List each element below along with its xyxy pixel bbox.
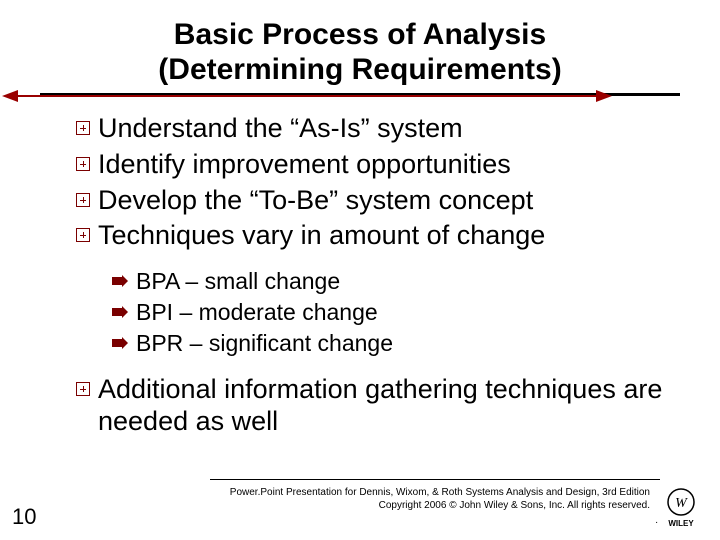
- footer-credits: Power.Point Presentation for Dennis, Wix…: [210, 487, 650, 512]
- arrow-bullet-icon: [112, 337, 128, 349]
- list-item: BPA – small change: [112, 267, 680, 297]
- svg-text:W: W: [675, 496, 688, 511]
- list-item: Develop the “To-Be” system concept: [76, 184, 680, 218]
- footer-rule: [210, 479, 660, 480]
- list-item: BPI – moderate change: [112, 298, 680, 328]
- list-item: Additional information gathering techniq…: [76, 373, 680, 438]
- slide: Basic Process of Analysis (Determining R…: [0, 0, 720, 540]
- publisher-logo: W WILEY: [660, 486, 702, 528]
- footer-line-1: Power.Point Presentation for Dennis, Wix…: [230, 487, 650, 498]
- bullet-text: Additional information gathering techniq…: [98, 373, 680, 438]
- bullet-icon: [76, 228, 90, 242]
- footer-line-2: Copyright 2006 © John Wiley & Sons, Inc.…: [379, 500, 650, 511]
- arrow-bullet-icon: [112, 275, 128, 287]
- bullet-text: Develop the “To-Be” system concept: [98, 184, 533, 218]
- footer-dot: .: [655, 515, 658, 526]
- list-item: Identify improvement opportunities: [76, 148, 680, 182]
- slide-title: Basic Process of Analysis (Determining R…: [40, 18, 680, 87]
- title-line-2: (Determining Requirements): [158, 53, 561, 86]
- bullet-icon: [76, 193, 90, 207]
- list-item: Techniques vary in amount of change: [76, 219, 680, 253]
- bullet-text: Understand the “As-Is” system: [98, 112, 463, 146]
- last-bullet-list: Additional information gathering techniq…: [76, 373, 680, 438]
- bullet-icon: [76, 157, 90, 171]
- list-item: BPR – significant change: [112, 329, 680, 359]
- bullet-text: Techniques vary in amount of change: [98, 219, 545, 253]
- bullet-icon: [76, 382, 90, 396]
- sub-bullet-text: BPR – significant change: [136, 329, 393, 359]
- title-line-1: Basic Process of Analysis: [174, 18, 546, 51]
- double-arrow-icon: [0, 86, 720, 106]
- main-bullet-list: Understand the “As-Is” system Identify i…: [76, 112, 680, 253]
- page-number: 10: [12, 504, 36, 530]
- sub-bullet-text: BPI – moderate change: [136, 298, 378, 328]
- logo-text: WILEY: [668, 519, 694, 528]
- arrow-bullet-icon: [112, 306, 128, 318]
- bullet-icon: [76, 121, 90, 135]
- list-item: Understand the “As-Is” system: [76, 112, 680, 146]
- wiley-logo-icon: W WILEY: [660, 486, 702, 528]
- sub-bullet-list: BPA – small change BPI – moderate change…: [112, 267, 680, 359]
- sub-bullet-text: BPA – small change: [136, 267, 340, 297]
- bullet-text: Identify improvement opportunities: [98, 148, 511, 182]
